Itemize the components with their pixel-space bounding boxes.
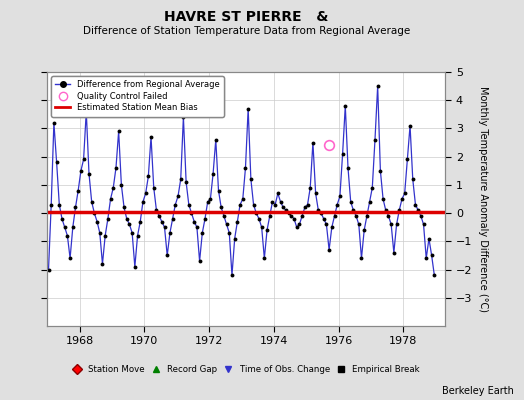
- Text: HAVRE ST PIERRE   &: HAVRE ST PIERRE &: [164, 10, 329, 24]
- Y-axis label: Monthly Temperature Anomaly Difference (°C): Monthly Temperature Anomaly Difference (…: [478, 86, 488, 312]
- Text: Difference of Station Temperature Data from Regional Average: Difference of Station Temperature Data f…: [83, 26, 410, 36]
- Text: Berkeley Earth: Berkeley Earth: [442, 386, 514, 396]
- Legend: Station Move, Record Gap, Time of Obs. Change, Empirical Break: Station Move, Record Gap, Time of Obs. C…: [70, 363, 422, 377]
- Legend: Difference from Regional Average, Quality Control Failed, Estimated Station Mean: Difference from Regional Average, Qualit…: [51, 76, 224, 116]
